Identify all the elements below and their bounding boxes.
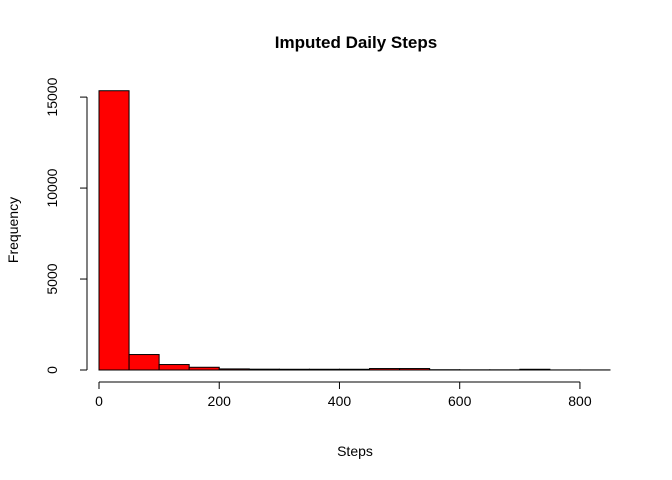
histogram-bar [218,368,250,371]
y-axis-label: Frequency [5,197,21,263]
histogram-bar [158,364,190,371]
y-tick-label: 15000 [44,77,60,116]
histogram-bar [519,368,551,371]
y-tick-label: 0 [44,366,60,374]
y-tick-label: 10000 [44,168,60,207]
y-tick-label: 5000 [44,263,60,294]
histogram-bar [338,368,371,371]
x-tick-label: 0 [95,393,103,409]
bars-group [98,90,611,371]
chart-title: Imputed Daily Steps [275,33,437,52]
histogram-bar [369,368,401,371]
histogram-bar [188,366,220,371]
y-axis: 0 5000 10000 15000 [44,77,88,374]
histogram-bar [128,354,160,371]
histogram-bar [308,368,340,371]
histogram-bar [399,368,431,371]
x-axis-label: Steps [337,443,373,459]
histogram-bar [248,368,280,371]
x-axis: 0 200 400 600 800 [95,381,592,409]
x-tick-label: 400 [328,393,352,409]
histogram-bar [278,368,310,371]
x-tick-label: 800 [568,393,592,409]
x-tick-label: 200 [208,393,232,409]
x-tick-label: 600 [448,393,472,409]
histogram-bar [98,90,130,371]
